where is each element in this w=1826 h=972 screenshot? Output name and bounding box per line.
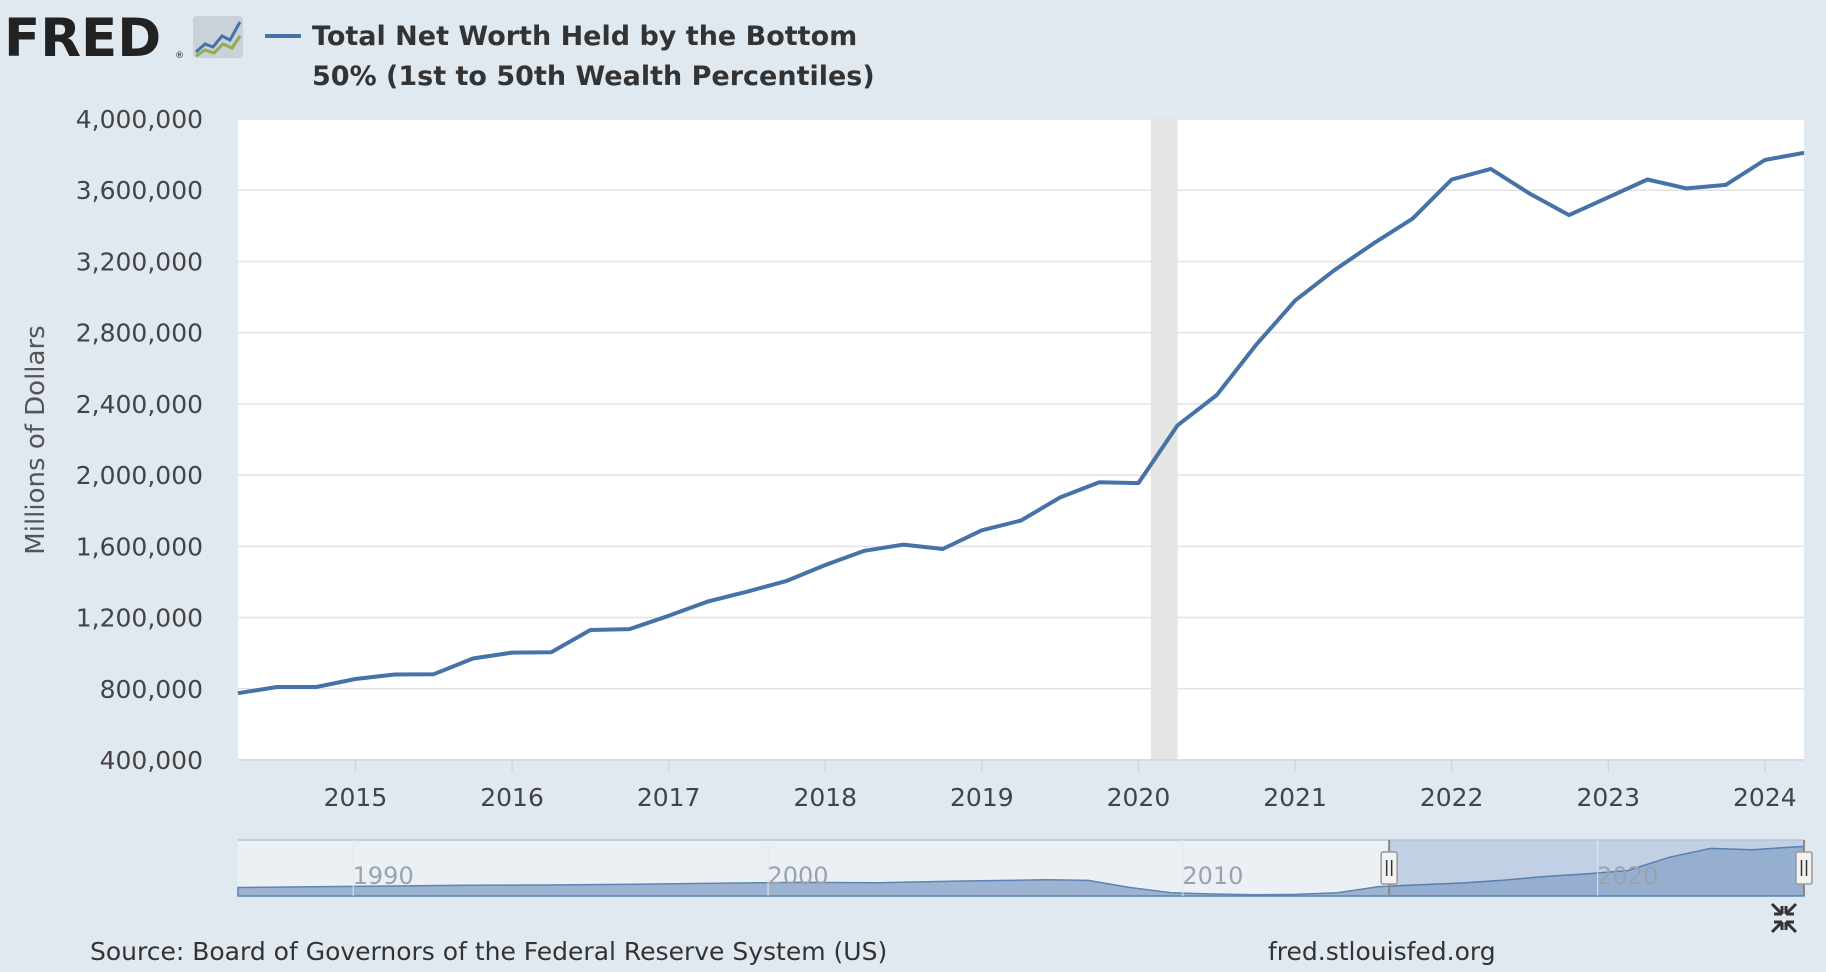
x-tick-label: 2015 — [324, 783, 388, 812]
navigator-x-label: 2010 — [1182, 862, 1243, 890]
y-tick-label: 2,000,000 — [76, 461, 203, 490]
logo-registered-mark: ® — [175, 51, 184, 61]
y-axis: 400,000 800,000 1,200,000 1,600,000 2,000,00… — [76, 105, 203, 775]
navigator-x-label: 1990 — [353, 862, 414, 890]
y-axis-title: Millions of Dollars — [21, 325, 51, 554]
series-layer[interactable] — [237, 150, 1805, 696]
navigator-handle-left[interactable] — [1380, 840, 1398, 896]
x-tick-label: 2017 — [637, 783, 701, 812]
y-tick-label: 4,000,000 — [76, 105, 203, 134]
y-tick-label: 400,000 — [100, 746, 203, 775]
fred-logo[interactable]: FRED ® — [4, 8, 243, 69]
x-tick-label: 2018 — [793, 783, 857, 812]
navigator-labels: 1990 2000 2010 2020 — [353, 840, 1658, 896]
x-axis: 2015 2016 2017 2018 2019 2020 2021 2022 2023 2024 — [238, 759, 1804, 812]
navigator-series-area — [237, 845, 1805, 897]
legend-label-line1: Total Net Worth Held by the Bottom — [312, 21, 857, 52]
x-tick-label: 2016 — [480, 783, 544, 812]
recession-layer — [1150, 119, 1178, 760]
navigator-x-label: 2000 — [767, 862, 828, 890]
navigator[interactable]: 1990 2000 2010 2020 — [237, 839, 1813, 897]
recession-band — [1150, 119, 1178, 760]
fred-url-link[interactable]: fred.stlouisfed.org — [1268, 937, 1496, 966]
legend[interactable]: Total Net Worth Held by the Bottom 50% (… — [265, 21, 875, 92]
fred-graph-icon — [193, 16, 243, 58]
y-tick-label: 2,800,000 — [76, 319, 203, 348]
x-tick-label: 2020 — [1107, 783, 1171, 812]
navigator-area — [237, 839, 1805, 897]
y-tick-label: 3,200,000 — [76, 247, 203, 276]
x-tick-label: 2019 — [950, 783, 1014, 812]
navigator-handles[interactable] — [1380, 840, 1813, 896]
navigator-handle-right[interactable] — [1795, 840, 1813, 896]
gridlines — [238, 118, 1804, 761]
legend-label-line2: 50% (1st to 50th Wealth Percentiles) — [312, 61, 875, 92]
navigator-x-label: 2020 — [1597, 862, 1658, 890]
collapse-icon[interactable] — [1770, 902, 1798, 934]
x-tick-label: 2022 — [1420, 783, 1484, 812]
x-tick-label: 2024 — [1733, 783, 1797, 812]
source-note: Source: Board of Governors of the Federa… — [90, 937, 887, 966]
logo-text: FRED — [4, 8, 161, 69]
x-tick-label: 2023 — [1576, 783, 1640, 812]
y-tick-label: 800,000 — [100, 675, 203, 704]
series-line[interactable] — [237, 150, 1805, 696]
y-tick-label: 1,600,000 — [76, 532, 203, 561]
y-tick-label: 2,400,000 — [76, 390, 203, 419]
y-tick-label: 3,600,000 — [76, 176, 203, 205]
y-tick-label: 1,200,000 — [76, 604, 203, 633]
x-tick-label: 2021 — [1263, 783, 1327, 812]
